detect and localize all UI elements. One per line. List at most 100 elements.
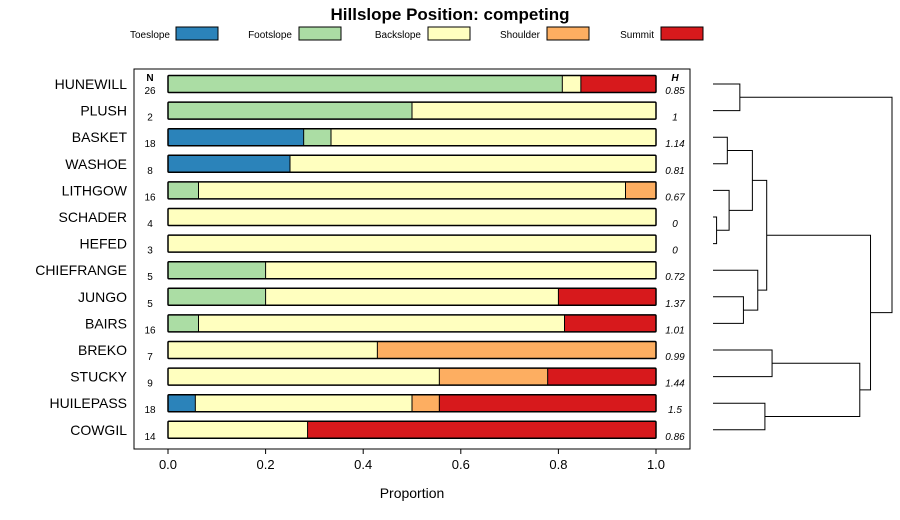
bar-segment-footslope <box>168 75 563 93</box>
bar-segment-backslope <box>168 208 656 226</box>
bar-segment-summit <box>558 288 656 306</box>
bar-segment-summit <box>547 368 656 386</box>
n-value: 9 <box>147 379 153 390</box>
bar-segment-shoulder <box>377 341 656 359</box>
bar-segment-footslope <box>168 181 199 199</box>
bar-outline <box>167 234 657 253</box>
category-label: STUCKY <box>70 369 127 385</box>
bar-segment-backslope <box>168 341 378 359</box>
n-value: 5 <box>147 299 153 310</box>
bar-outline <box>167 181 657 200</box>
bar-outline <box>167 207 657 227</box>
h-value: 0 <box>672 219 678 230</box>
n-value: 26 <box>144 86 156 97</box>
n-value: 8 <box>147 166 153 177</box>
bar-segment-backslope <box>290 155 656 173</box>
legend-label-toeslope: Toeslope <box>130 30 170 41</box>
legend-swatch-toeslope <box>175 26 219 41</box>
h-value: 1.37 <box>665 299 685 310</box>
bar-segment-toeslope <box>168 394 196 412</box>
bar-outline <box>167 314 657 333</box>
bar-outline <box>167 393 657 413</box>
bar-segment-footslope <box>168 288 266 306</box>
dendrogram-branch <box>713 189 730 231</box>
dendrogram-branch <box>713 402 766 431</box>
bar-segment-backslope <box>168 368 440 386</box>
h-value: 1.5 <box>668 405 682 416</box>
category-label: WASHOE <box>65 156 127 172</box>
h-value: 0.86 <box>665 432 685 443</box>
dendrogram-branch <box>752 179 768 291</box>
x-axis-label: Proportion <box>380 485 445 501</box>
legend-label-footslope: Footslope <box>248 30 292 41</box>
bar-segment-shoulder <box>412 394 440 412</box>
bar-segment-backslope <box>168 421 308 439</box>
legend-label-backslope: Backslope <box>375 30 422 41</box>
bar-segment-toeslope <box>168 155 290 173</box>
category-label: HUNEWILL <box>55 76 128 92</box>
bar-segment-summit <box>564 314 656 332</box>
dendrogram-branch <box>727 150 753 211</box>
x-tick-label: 0.8 <box>549 457 567 472</box>
bar-outline <box>167 101 657 120</box>
legend-swatch-footslope <box>298 26 342 41</box>
legend-swatch-backslope <box>427 26 471 41</box>
legend-label-shoulder: Shoulder <box>500 30 541 41</box>
bar-segment-backslope <box>198 314 565 332</box>
category-label: PLUSH <box>80 103 127 119</box>
dendrogram-branch <box>713 136 728 165</box>
legend-swatch-shoulder <box>546 26 590 41</box>
legend-swatch-summit <box>660 26 704 41</box>
h-value: 0.67 <box>665 192 685 203</box>
category-label: BREKO <box>78 342 127 358</box>
bar-segment-summit <box>307 421 656 439</box>
bar-segment-shoulder <box>625 181 656 199</box>
dendrogram-branch <box>764 362 861 417</box>
chart-title: Hillslope Position: competing <box>331 5 570 24</box>
plot-frame <box>133 68 691 450</box>
bar-segment-footslope <box>168 261 266 279</box>
n-value: 18 <box>144 139 156 150</box>
h-value: 0.72 <box>665 272 685 283</box>
category-label: CHIEFRANGE <box>35 262 127 278</box>
n-value: 2 <box>147 113 153 124</box>
dendrogram <box>713 83 893 431</box>
category-label: COWGIL <box>70 422 127 438</box>
n-value: 3 <box>147 246 153 257</box>
x-tick-label: 0.0 <box>159 457 177 472</box>
bar-segment-footslope <box>168 102 412 120</box>
bar-segment-summit <box>580 75 656 93</box>
x-tick-label: 1.0 <box>647 457 665 472</box>
bar-segment-backslope <box>195 394 412 412</box>
n-value: 18 <box>144 405 156 416</box>
h-value: 1.01 <box>665 325 684 336</box>
h-value: 1.44 <box>665 379 685 390</box>
n-value: 7 <box>147 352 153 363</box>
h-value: 0 <box>672 246 678 257</box>
n-value: 16 <box>144 192 156 203</box>
bar-segment-backslope <box>412 102 656 120</box>
n-value: 14 <box>144 432 156 443</box>
bar-segment-backslope <box>198 181 626 199</box>
h-value: 1 <box>672 113 678 124</box>
category-label: BASKET <box>72 129 128 145</box>
h-value: 1.14 <box>665 139 685 150</box>
bar-segment-footslope <box>168 314 199 332</box>
x-tick-label: 0.4 <box>354 457 372 472</box>
bar-segment-backslope <box>265 288 559 306</box>
bar-outline <box>167 154 657 174</box>
bar-outline <box>167 420 657 440</box>
n-value: 4 <box>147 219 153 230</box>
dendrogram-branch <box>739 96 893 314</box>
category-label: HUILEPASS <box>49 395 127 411</box>
bar-outline <box>167 340 657 360</box>
x-tick-label: 0.2 <box>257 457 275 472</box>
dendrogram-branch <box>713 349 773 378</box>
bar-outline <box>167 260 657 280</box>
dendrogram-branch <box>713 296 744 324</box>
dendrogram-branch <box>766 234 872 391</box>
bar-outline <box>167 287 657 307</box>
bar-segment-backslope <box>562 75 581 93</box>
category-label: LITHGOW <box>62 182 128 198</box>
